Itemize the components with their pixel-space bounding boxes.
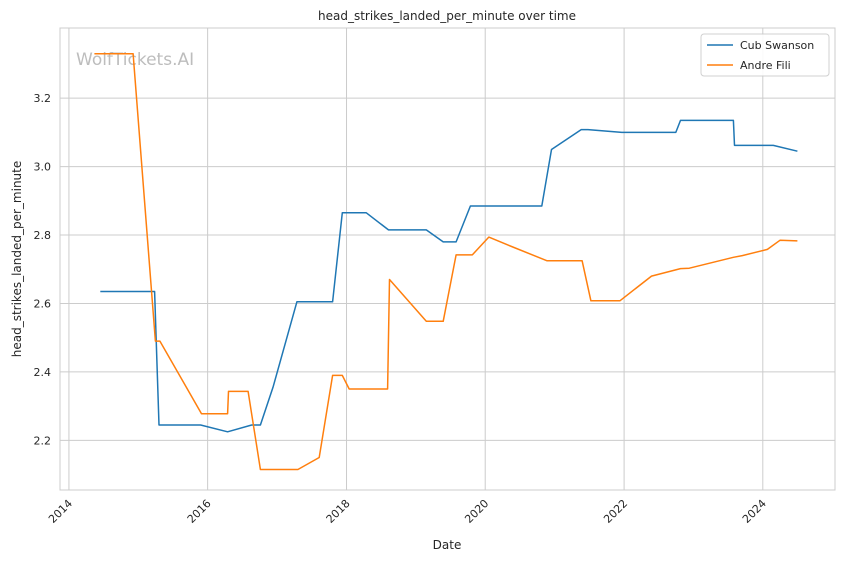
x-tick-label: 2024	[740, 497, 769, 526]
y-tick-label: 2.6	[34, 297, 52, 310]
series-layer	[94, 52, 798, 471]
x-tick-label: 2014	[46, 497, 75, 526]
y-tick-label: 3.2	[34, 92, 52, 105]
plot-background	[60, 28, 835, 490]
y-tick-label: 3.0	[34, 161, 52, 174]
grid-x	[68, 28, 764, 490]
legend-label: Andre Fili	[740, 59, 791, 72]
y-tick-labels: 2.2 2.4 2.6 2.8 3.0 3.2	[34, 92, 52, 447]
legend: Cub Swanson Andre Fili	[700, 33, 830, 77]
legend-label: Cub Swanson	[740, 39, 814, 52]
x-axis-label: Date	[433, 538, 462, 552]
x-tick-labels: 2014 2016 2018 2020 2022 2024	[46, 497, 769, 526]
y-axis-label: head_strikes_landed_per_minute	[10, 161, 24, 358]
x-tick-label: 2016	[185, 497, 214, 526]
x-tick-label: 2022	[601, 497, 630, 526]
series-line-1	[100, 119, 798, 433]
x-tick-label: 2020	[462, 497, 491, 526]
grid-y	[60, 97, 835, 441]
watermark: WolfTickets.AI	[76, 50, 194, 70]
chart-title: head_strikes_landed_per_minute over time	[318, 9, 576, 23]
x-tick-label: 2018	[324, 497, 353, 526]
y-tick-label: 2.2	[34, 434, 52, 447]
plot-frame	[59, 27, 836, 491]
y-tick-label: 2.4	[34, 366, 52, 379]
series-line-2	[94, 52, 798, 471]
y-tick-label: 2.8	[34, 229, 52, 242]
